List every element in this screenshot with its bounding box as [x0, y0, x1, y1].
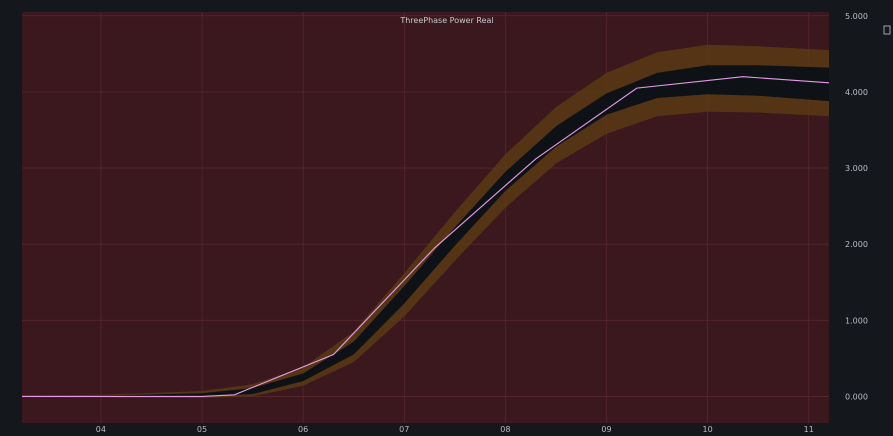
- x-tick-label: 04: [96, 425, 106, 434]
- x-tick-label: 11: [804, 425, 814, 434]
- y-tick-label: 0.000: [845, 392, 868, 401]
- y-tick-label: 3.000: [845, 164, 868, 173]
- y-tick-label: 2.000: [845, 240, 868, 249]
- y-tick-label: 4.000: [845, 88, 868, 97]
- x-tick-label: 08: [500, 425, 510, 434]
- x-tick-label: 10: [703, 425, 713, 434]
- x-tick-label: 07: [399, 425, 409, 434]
- y-axis: 0.000 1.000 2.000 3.000 4.000 5.000: [845, 12, 868, 402]
- panel-menu-icon[interactable]: [883, 25, 891, 35]
- x-tick-label: 06: [298, 425, 308, 434]
- series-line: [22, 76, 830, 397]
- y-tick-label: 5.000: [845, 12, 868, 21]
- x-tick-label: 09: [601, 425, 611, 434]
- x-tick-label: 05: [197, 425, 207, 434]
- x-axis: 04 05 06 07 08 09 10 11: [96, 425, 814, 434]
- y-tick-label: 1.000: [845, 316, 868, 325]
- chart-title: ThreePhase Power Real: [399, 16, 493, 25]
